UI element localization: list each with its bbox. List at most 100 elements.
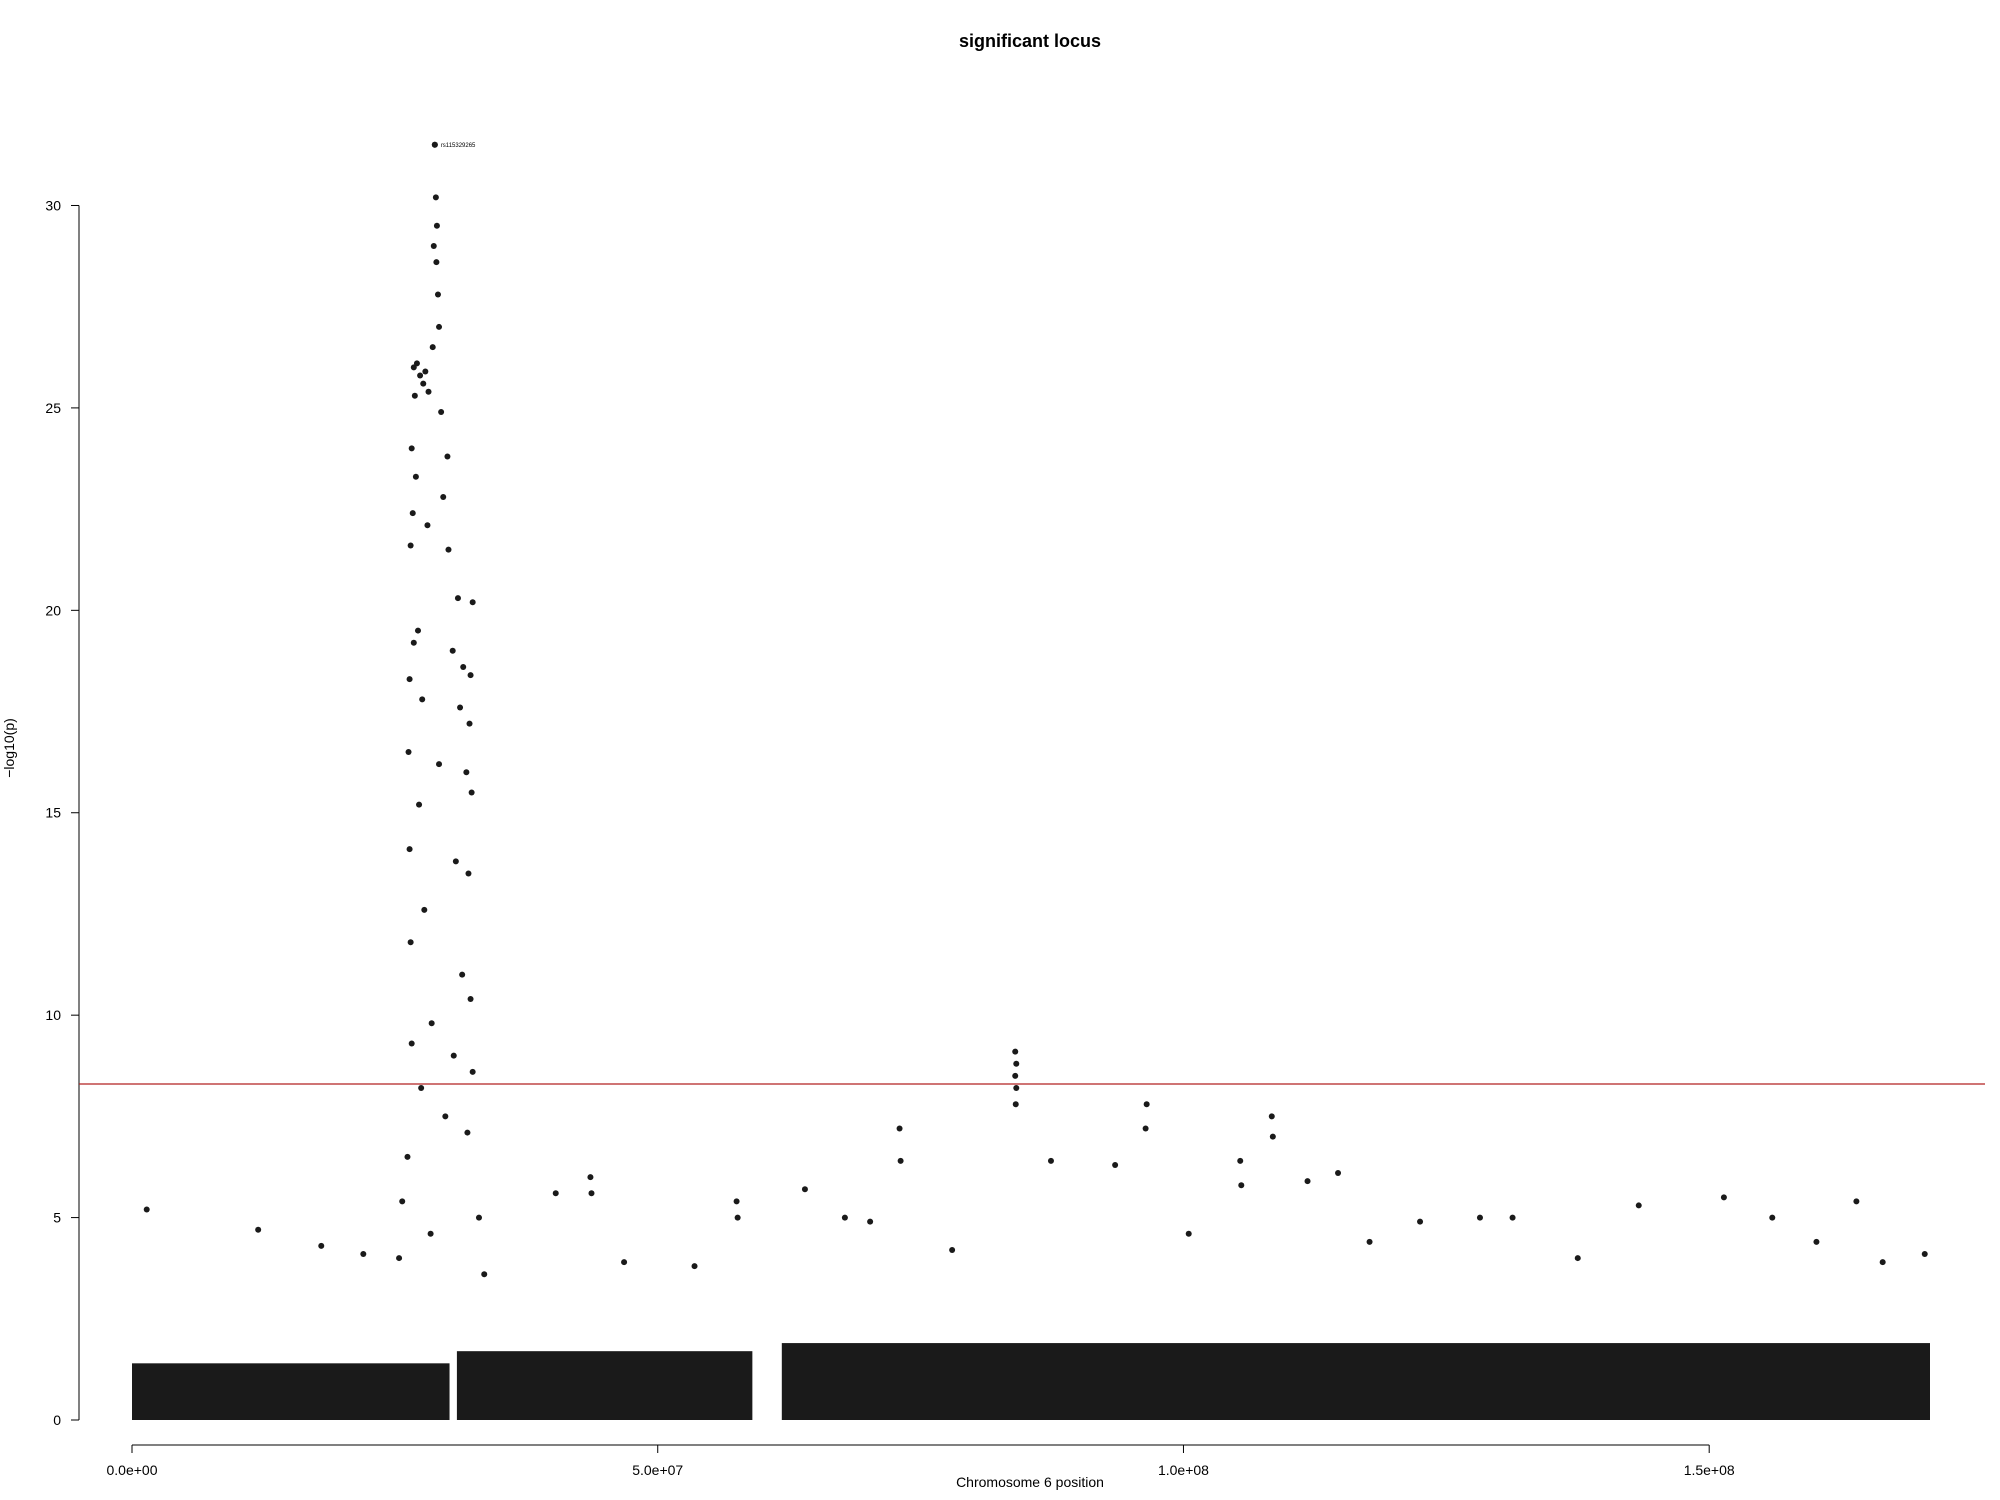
snp-point xyxy=(801,1186,808,1193)
data-points xyxy=(143,141,1928,1278)
y-tick-label: 20 xyxy=(45,602,61,618)
snp-point xyxy=(412,473,419,480)
snp-point xyxy=(407,542,414,549)
snp-point xyxy=(417,372,424,379)
snp-point xyxy=(432,194,439,201)
snp-point xyxy=(466,720,473,727)
snp-point xyxy=(406,846,413,853)
snp-point xyxy=(459,971,466,978)
snp-point xyxy=(428,1020,435,1027)
snp-point xyxy=(440,493,447,500)
snp-point xyxy=(406,676,413,683)
y-tick-label: 10 xyxy=(45,1007,61,1023)
snp-point xyxy=(897,1157,904,1164)
x-tick-label: 5.0e+07 xyxy=(632,1462,683,1478)
snp-point xyxy=(469,1068,476,1075)
x-tick-label: 1.5e+08 xyxy=(1684,1462,1735,1478)
snp-point xyxy=(445,546,452,553)
y-tick-label: 30 xyxy=(45,197,61,213)
snp-point xyxy=(475,1214,482,1221)
snp-point xyxy=(430,242,437,249)
snp-point xyxy=(1012,1072,1019,1079)
snp-point xyxy=(1269,1133,1276,1140)
snp-point xyxy=(1142,1125,1149,1132)
snp-point xyxy=(434,291,441,298)
snp-point xyxy=(1574,1255,1581,1262)
snp-point xyxy=(1012,1048,1019,1055)
x-tick-label: 0.0e+00 xyxy=(107,1462,158,1478)
snp-point xyxy=(465,870,472,877)
top-snp-annotation: rs115329265 xyxy=(431,141,476,149)
snp-point xyxy=(411,392,418,399)
snp-point xyxy=(410,364,417,371)
snp-point xyxy=(1012,1101,1019,1108)
snp-point xyxy=(414,627,421,634)
snp-point xyxy=(408,1040,415,1047)
snp-point xyxy=(405,749,412,756)
snp-point xyxy=(588,1190,595,1197)
snp-point xyxy=(1013,1060,1020,1067)
snp-point xyxy=(410,639,417,646)
y-axis: 0 5 10 15 20 25 30 xyxy=(45,197,80,1428)
snp-point xyxy=(404,1153,411,1160)
snp-point xyxy=(436,323,443,330)
snp-point xyxy=(143,1206,150,1213)
snp-point xyxy=(424,522,431,529)
x-axis-label: Chromosome 6 position xyxy=(956,1474,1104,1490)
snp-point xyxy=(450,1052,457,1059)
snp-point xyxy=(467,672,474,679)
snp-point xyxy=(949,1246,956,1253)
snp-point xyxy=(867,1218,874,1225)
snp-point xyxy=(1335,1170,1342,1177)
snp-point xyxy=(427,1230,434,1237)
baseline-band xyxy=(456,1351,753,1420)
x-tick-label: 1.0e+08 xyxy=(1158,1462,1209,1478)
snp-point xyxy=(733,1198,740,1205)
top-snp-label: rs115329265 xyxy=(441,143,476,149)
y-tick-label: 0 xyxy=(53,1412,61,1428)
x-axis: 0.0e+00 5.0e+07 1.0e+08 1.5e+08 xyxy=(107,1444,1735,1478)
snp-point xyxy=(1813,1238,1820,1245)
snp-point xyxy=(438,408,445,415)
snp-point xyxy=(421,906,428,913)
snp-point xyxy=(1720,1194,1727,1201)
baseline-band xyxy=(781,1343,1931,1420)
snp-point xyxy=(481,1271,488,1278)
snp-point xyxy=(1112,1161,1119,1168)
snp-point xyxy=(433,222,440,229)
snp-point xyxy=(1476,1214,1483,1221)
snp-point xyxy=(413,360,420,367)
snp-point xyxy=(255,1226,262,1233)
snp-point xyxy=(1417,1218,1424,1225)
snp-point xyxy=(422,368,429,375)
snp-point xyxy=(463,769,470,776)
snp-point xyxy=(734,1214,741,1221)
snp-point xyxy=(396,1255,403,1262)
y-tick-label: 15 xyxy=(45,805,61,821)
snp-point xyxy=(621,1259,628,1266)
snp-point xyxy=(1509,1214,1516,1221)
snp-point xyxy=(433,259,440,266)
baseline-points-band xyxy=(132,1343,1931,1420)
snp-point xyxy=(1921,1251,1928,1258)
snp-point xyxy=(418,1085,425,1092)
snp-point xyxy=(467,995,474,1002)
snp-point xyxy=(452,858,459,865)
chart-title: significant locus xyxy=(959,31,1101,51)
baseline-band xyxy=(132,1363,450,1420)
snp-point xyxy=(444,453,451,460)
snp-point xyxy=(691,1263,698,1270)
snp-point xyxy=(442,1113,449,1120)
snp-point xyxy=(454,595,461,602)
snp-point xyxy=(1185,1230,1192,1237)
snp-point xyxy=(552,1190,559,1197)
snp-point xyxy=(1769,1214,1776,1221)
snp-point xyxy=(1366,1238,1373,1245)
snp-point xyxy=(360,1251,367,1258)
snp-point xyxy=(419,696,426,703)
snp-point xyxy=(841,1214,848,1221)
snp-point xyxy=(469,599,476,606)
snp-point xyxy=(425,388,432,395)
snp-point xyxy=(436,761,443,768)
